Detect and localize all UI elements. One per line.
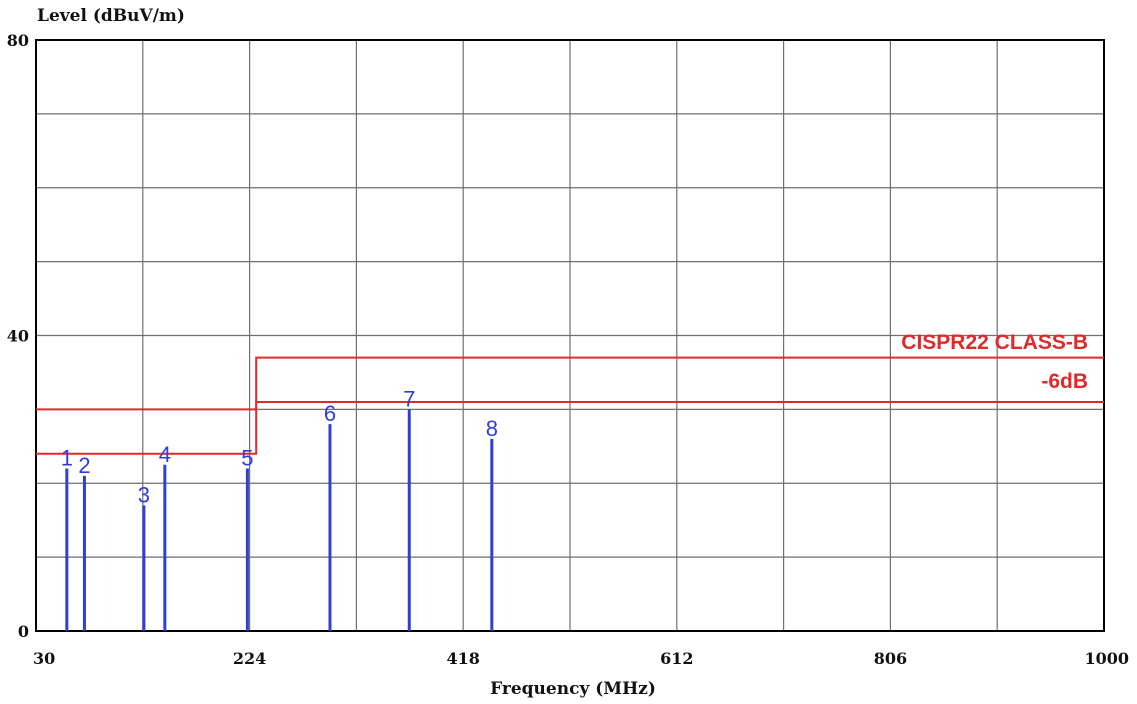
- limit-line-cispr22-class-b: [36, 356, 1104, 411]
- limit-line-6db: [36, 400, 1104, 455]
- marker-5-label: 5: [241, 445, 253, 470]
- x-tick-label: 418: [446, 649, 479, 668]
- marker-6-label: 6: [324, 401, 336, 426]
- y-tick-label: 80: [7, 31, 29, 50]
- y-axis-title: Level (dBuV/m): [37, 6, 185, 26]
- marker-4-label: 4: [159, 442, 171, 467]
- marker-3-label: 3: [138, 482, 150, 507]
- limit-label-6db: -6dB: [1041, 370, 1088, 393]
- x-tick-label: 224: [233, 649, 266, 668]
- marker-8-label: 8: [486, 416, 498, 441]
- x-tick-label: 1000: [1084, 649, 1129, 668]
- x-axis-title: Frequency (MHz): [490, 679, 656, 699]
- x-tick-label: 806: [874, 649, 907, 668]
- y-tick-label: 0: [18, 622, 29, 641]
- limit-lines: [36, 356, 1104, 455]
- x-tick-label: 612: [660, 649, 693, 668]
- x-tick-label: 30: [33, 649, 55, 668]
- marker-2-label: 2: [78, 453, 90, 478]
- marker-1-label: 1: [61, 445, 73, 470]
- marker-7-label: 7: [403, 386, 415, 411]
- y-tick-label: 40: [7, 327, 29, 346]
- plot-frame: [35, 39, 1105, 632]
- grid: [36, 40, 1104, 631]
- limit-label-cispr22-class-b: CISPR22 CLASS-B: [901, 331, 1088, 354]
